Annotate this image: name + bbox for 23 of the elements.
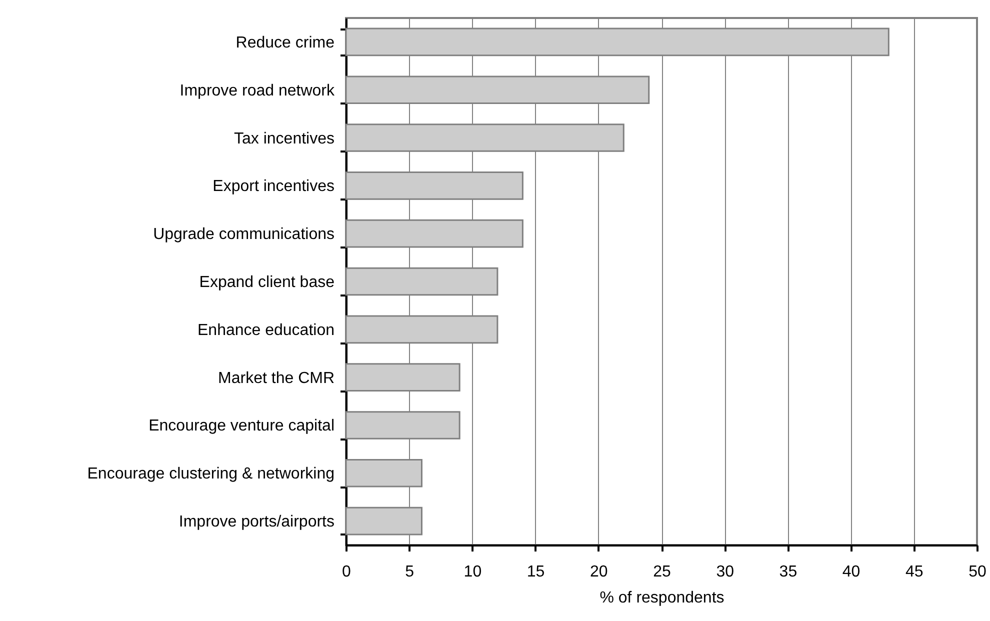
x-tick-label: 50 bbox=[968, 564, 986, 580]
x-tick-label: 25 bbox=[653, 564, 671, 580]
y-tick-label: Encourage venture capital bbox=[148, 418, 334, 435]
x-tick-label: 5 bbox=[405, 564, 414, 580]
y-tick-label: Tax incentives bbox=[234, 130, 334, 148]
x-tick-label: 40 bbox=[842, 564, 860, 580]
x-tick-label: 10 bbox=[464, 564, 482, 580]
x-tick-label: 45 bbox=[906, 564, 924, 580]
y-tick-label: Improve road network bbox=[180, 82, 336, 100]
y-tick-label: Reduce crime bbox=[236, 34, 335, 52]
y-tick-label: Enhance education bbox=[198, 322, 334, 339]
y-tick-label: Encourage clustering & networking bbox=[87, 466, 334, 483]
y-tick-label: Export incentives bbox=[212, 178, 334, 196]
y-tick-label: Expand client base bbox=[199, 274, 335, 291]
x-tick-label: 20 bbox=[590, 564, 608, 580]
x-tick-label: 0 bbox=[342, 564, 352, 580]
x-axis-title: % of respondents bbox=[600, 590, 724, 606]
y-tick-label: Upgrade communications bbox=[153, 226, 334, 244]
x-tick-label: 15 bbox=[526, 564, 545, 580]
x-tick-label: 35 bbox=[779, 564, 798, 580]
y-tick-label: Market the CMR bbox=[218, 370, 334, 387]
y-tick-label: Improve ports/airports bbox=[178, 514, 334, 531]
x-tick-label: 30 bbox=[716, 564, 734, 580]
